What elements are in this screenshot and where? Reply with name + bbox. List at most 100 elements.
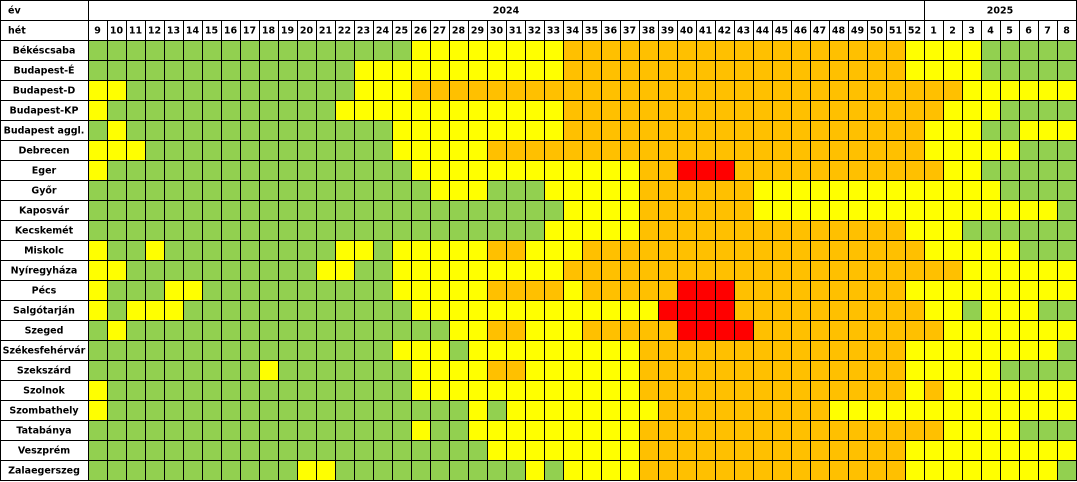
heat-cell xyxy=(430,360,450,381)
heat-cell xyxy=(734,80,754,101)
heat-cell xyxy=(734,400,754,421)
heat-cell xyxy=(335,200,355,221)
heat-cell xyxy=(867,240,887,261)
heat-cell xyxy=(183,360,203,381)
heat-cell xyxy=(563,440,583,461)
heat-cell xyxy=(753,220,773,241)
heat-cell xyxy=(677,60,697,81)
row-label: Salgótarján xyxy=(13,306,75,317)
heat-cell xyxy=(259,60,279,81)
heat-cell xyxy=(1057,240,1077,261)
heat-cell xyxy=(981,380,1001,401)
heat-cell xyxy=(430,120,450,141)
heat-cell xyxy=(639,400,659,421)
heat-cell xyxy=(506,420,526,441)
heat-cell xyxy=(848,300,868,321)
heat-cell xyxy=(145,160,165,181)
heat-cell xyxy=(962,360,982,381)
heat-cell xyxy=(164,240,184,261)
heat-cell xyxy=(411,100,431,121)
heat-cell xyxy=(981,360,1001,381)
heat-cell xyxy=(468,60,488,81)
heat-cell xyxy=(107,100,127,121)
heat-cell xyxy=(183,240,203,261)
heat-cell xyxy=(563,220,583,241)
heat-cell xyxy=(658,160,678,181)
heat-cell xyxy=(1019,40,1039,61)
heat-cell xyxy=(715,300,735,321)
heat-cell xyxy=(1019,140,1039,161)
heat-cell xyxy=(905,60,925,81)
heat-cell xyxy=(1057,160,1077,181)
heat-cell xyxy=(981,60,1001,81)
heat-cell xyxy=(449,160,469,181)
heat-cell xyxy=(734,340,754,361)
heat-cell xyxy=(411,420,431,441)
heat-cell xyxy=(430,60,450,81)
week-label: 3 xyxy=(968,26,975,37)
heat-cell xyxy=(962,380,982,401)
heat-cell xyxy=(791,220,811,241)
week-label: 10 xyxy=(110,26,124,37)
heat-cell xyxy=(924,240,944,261)
heat-cell xyxy=(601,260,621,281)
heat-cell xyxy=(278,420,298,441)
heat-cell xyxy=(601,440,621,461)
heat-cell xyxy=(582,420,602,441)
heat-cell xyxy=(639,460,659,481)
heat-cell xyxy=(88,400,108,421)
heat-cell xyxy=(943,180,963,201)
heat-cell xyxy=(506,240,526,261)
heat-cell xyxy=(677,460,697,481)
week-label: 25 xyxy=(395,26,408,37)
heat-cell xyxy=(449,200,469,221)
heat-cell xyxy=(867,420,887,441)
heat-cell xyxy=(107,300,127,321)
heat-cell xyxy=(544,100,564,121)
heat-cell xyxy=(753,40,773,61)
heat-cell xyxy=(411,440,431,461)
heat-cell xyxy=(772,300,792,321)
heat-cell xyxy=(924,440,944,461)
heat-cell xyxy=(278,160,298,181)
heat-cell xyxy=(126,260,146,281)
heat-cell xyxy=(297,320,317,341)
heat-cell xyxy=(316,300,336,321)
heat-cell xyxy=(639,100,659,121)
heat-cell xyxy=(905,180,925,201)
heat-cell xyxy=(753,380,773,401)
week-label: 47 xyxy=(813,26,826,37)
row-label: Debrecen xyxy=(18,146,69,157)
heat-cell xyxy=(126,160,146,181)
heat-cell xyxy=(962,340,982,361)
heat-cell xyxy=(240,220,260,241)
heat-cell xyxy=(962,220,982,241)
heat-cell xyxy=(1057,40,1077,61)
heat-cell xyxy=(373,420,393,441)
heat-cell xyxy=(392,320,412,341)
row-label: Budapest aggl. xyxy=(4,126,85,137)
heat-cell xyxy=(696,400,716,421)
heat-cell xyxy=(183,40,203,61)
heat-cell xyxy=(867,260,887,281)
heat-cell xyxy=(449,260,469,281)
heat-cell xyxy=(810,40,830,61)
heat-cell xyxy=(202,360,222,381)
heat-cell xyxy=(981,120,1001,141)
heat-cell xyxy=(677,180,697,201)
heat-cell xyxy=(411,60,431,81)
heat-cell xyxy=(962,460,982,481)
heat-cell xyxy=(240,80,260,101)
week-label: 15 xyxy=(205,26,218,37)
heat-cell xyxy=(449,300,469,321)
heat-cell xyxy=(962,200,982,221)
week-label: 16 xyxy=(224,26,238,37)
heat-cell xyxy=(126,420,146,441)
heat-cell xyxy=(886,420,906,441)
heat-cell xyxy=(753,340,773,361)
week-label: 13 xyxy=(167,26,180,37)
heat-cell xyxy=(430,160,450,181)
heat-cell xyxy=(525,140,545,161)
heat-cell xyxy=(867,280,887,301)
heat-cell xyxy=(677,100,697,121)
